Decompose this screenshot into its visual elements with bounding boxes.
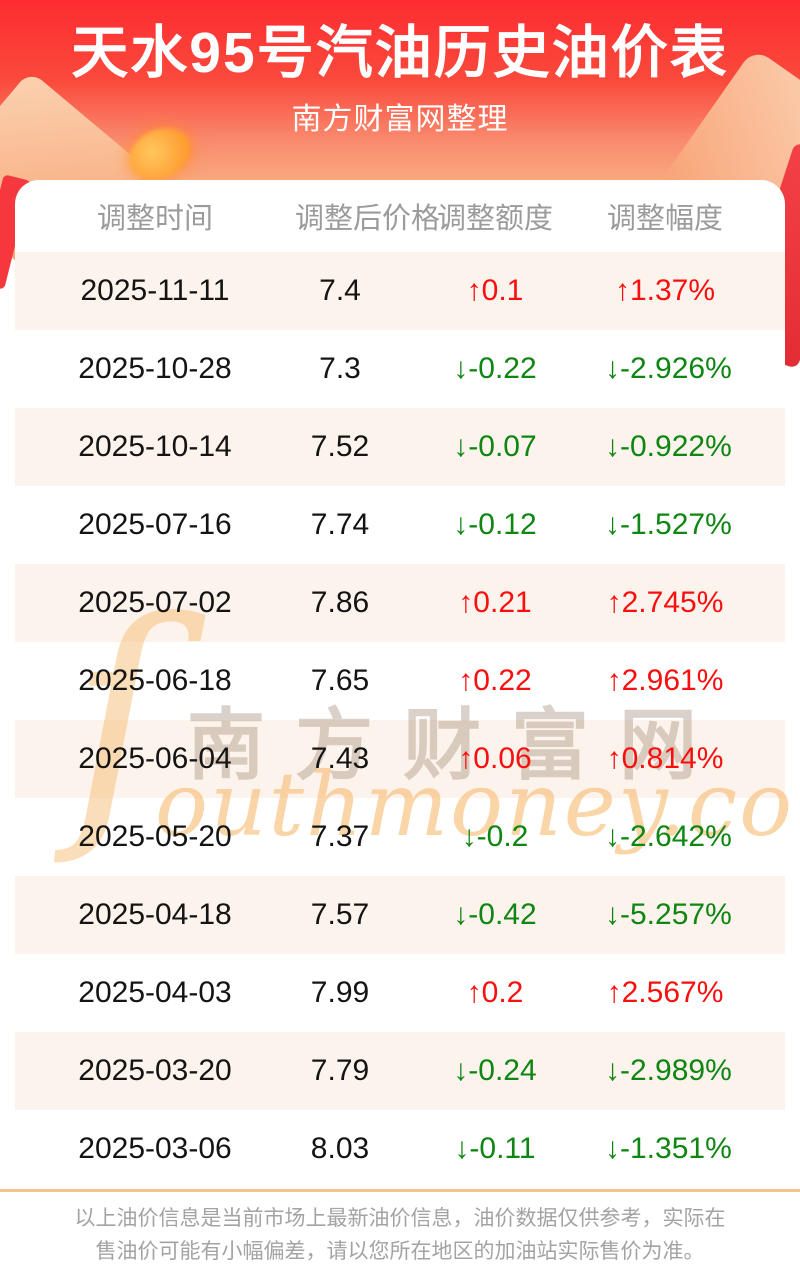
table-row: 2025-06-04 7.43 ↑0.06 ↑0.814% [15,720,785,798]
cell-pct: ↑2.745% [606,586,724,619]
table-row: 2025-04-18 7.57 ↓-0.42 ↓-5.257% [15,876,785,954]
table-row: 2025-04-03 7.99 ↑0.2 ↑2.567% [15,954,785,1032]
column-header-price: 调整后价格 [295,203,441,235]
cell-pct: ↓-5.257% [605,898,732,931]
cell-price: 7.86 [310,586,370,619]
cell-change: ↓-0.07 [453,430,537,463]
cell-price: 7.99 [310,976,370,1009]
cell-date: 2025-10-28 [78,352,232,385]
cell-date: 2025-10-14 [78,430,232,463]
table-row: 2025-10-28 7.3 ↓-0.22 ↓-2.926% [15,330,785,408]
cell-pct: ↓-0.922% [605,430,732,463]
column-header-change: 调整额度 [436,203,553,235]
cell-price: 7.37 [310,820,370,853]
table-row: 2025-11-11 7.4 ↑0.1 ↑1.37% [15,252,785,330]
table-row: 2025-03-20 7.79 ↓-0.24 ↓-2.989% [15,1032,785,1110]
cell-change: ↓-0.2 [461,820,529,853]
cell-date: 2025-04-03 [78,976,232,1009]
cell-pct: ↓-2.926% [605,352,732,385]
cell-price: 7.57 [310,898,370,931]
cell-pct: ↑0.814% [606,742,724,775]
cell-price: 7.65 [310,664,370,697]
table-row: 2025-03-06 8.03 ↓-0.11 ↓-1.351% [15,1110,785,1188]
table-row: 2025-06-18 7.65 ↑0.22 ↑2.961% [15,642,785,720]
cell-price: 7.3 [319,352,361,385]
cell-price: 7.43 [310,742,370,775]
table-row: 2025-07-02 7.86 ↑0.21 ↑2.745% [15,564,785,642]
table-row: 2025-07-16 7.74 ↓-0.12 ↓-1.527% [15,486,785,564]
cell-pct: ↓-2.642% [605,820,732,853]
cell-pct: ↑1.37% [614,274,716,307]
cell-date: 2025-04-18 [78,898,232,931]
footer-disclaimer: 以上油价信息是当前市场上最新油价信息，油价数据仅供参考，实际在售油价可能有小幅偏… [74,1207,726,1263]
cell-change: ↑0.21 [458,586,532,619]
cell-date: 2025-07-16 [78,508,232,541]
cell-change: ↓-0.22 [453,352,537,385]
table-row: 2025-05-20 7.37 ↓-0.2 ↓-2.642% [15,798,785,876]
cell-change: ↓-0.24 [453,1054,537,1087]
cell-date: 2025-03-20 [78,1054,232,1087]
hero-banner: 天水95号汽油历史油价表 南方财富网整理 [0,0,800,180]
cell-price: 7.4 [319,274,361,307]
cell-date: 2025-05-20 [78,820,232,853]
cell-change: ↓-0.12 [453,508,537,541]
footer-divider [0,1189,800,1192]
cell-change: ↑0.22 [458,664,532,697]
column-header-date: 调整时间 [96,203,213,235]
page-title: 天水95号汽油历史油价表 [71,21,729,85]
cell-date: 2025-06-04 [78,742,232,775]
cell-price: 7.79 [310,1054,370,1087]
cell-pct: ↑2.567% [606,976,724,1009]
table-row: 2025-10-14 7.52 ↓-0.07 ↓-0.922% [15,408,785,486]
cell-change: ↓-0.11 [454,1132,536,1165]
price-table-body: 2025-11-11 7.4 ↑0.1 ↑1.37% 2025-10-28 7.3 ↓-0.… [15,252,785,1188]
cell-change: ↓-0.42 [453,898,537,931]
table-header: 调整时间 调整后价格 调整额度 调整幅度 [15,180,785,252]
cell-pct: ↓-1.351% [605,1132,732,1165]
cell-date: 2025-03-06 [78,1132,232,1165]
cell-price: 7.74 [310,508,370,541]
cell-change: ↑0.2 [466,976,524,1009]
cell-change: ↑0.1 [466,274,524,307]
cell-price: 8.03 [310,1132,370,1165]
cell-pct: ↑2.961% [606,664,724,697]
cell-date: 2025-11-11 [80,274,230,307]
cell-change: ↑0.06 [458,742,532,775]
column-header-pct: 调整幅度 [606,203,723,235]
cell-pct: ↓-2.989% [605,1054,732,1087]
cell-date: 2025-06-18 [78,664,232,697]
page-subtitle: 南方财富网整理 [291,103,509,136]
cell-pct: ↓-1.527% [605,508,732,541]
cell-date: 2025-07-02 [78,586,232,619]
price-card: 调整时间 调整后价格 调整额度 调整幅度 2025-11-11 7.4 ↑0.1 ↑1… [15,180,800,1188]
cell-price: 7.52 [310,430,370,463]
